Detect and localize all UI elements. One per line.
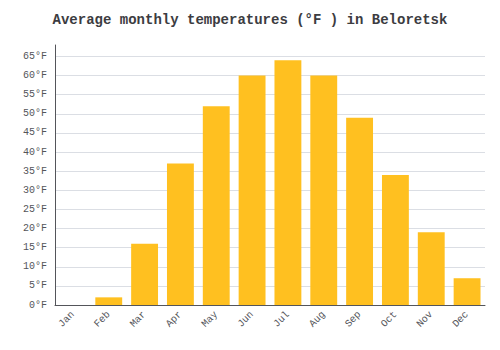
svg-text:Oct: Oct bbox=[379, 309, 399, 329]
svg-text:25°F: 25°F bbox=[23, 204, 47, 215]
svg-text:50°F: 50°F bbox=[23, 108, 47, 119]
svg-text:35°F: 35°F bbox=[23, 166, 47, 177]
svg-text:Average monthly temperatures (: Average monthly temperatures (°F ) in Be… bbox=[53, 12, 448, 28]
svg-text:Aug: Aug bbox=[307, 309, 327, 329]
svg-text:0°F: 0°F bbox=[29, 300, 47, 311]
svg-text:May: May bbox=[200, 309, 220, 329]
svg-text:Dec: Dec bbox=[450, 309, 470, 329]
svg-text:Mar: Mar bbox=[128, 309, 148, 329]
svg-text:60°F: 60°F bbox=[23, 70, 47, 81]
svg-text:40°F: 40°F bbox=[23, 147, 47, 158]
svg-text:Jun: Jun bbox=[235, 309, 255, 329]
svg-text:Feb: Feb bbox=[92, 309, 112, 329]
svg-text:65°F: 65°F bbox=[23, 51, 47, 62]
svg-text:Sep: Sep bbox=[343, 309, 363, 329]
svg-text:Nov: Nov bbox=[415, 309, 435, 329]
svg-text:Jul: Jul bbox=[271, 309, 291, 329]
svg-text:Apr: Apr bbox=[164, 309, 184, 329]
svg-text:15°F: 15°F bbox=[23, 242, 47, 253]
svg-text:55°F: 55°F bbox=[23, 89, 47, 100]
svg-text:10°F: 10°F bbox=[23, 261, 47, 272]
svg-text:Jan: Jan bbox=[56, 309, 76, 329]
svg-text:5°F: 5°F bbox=[29, 280, 47, 291]
svg-text:20°F: 20°F bbox=[23, 223, 47, 234]
svg-text:30°F: 30°F bbox=[23, 185, 47, 196]
svg-text:45°F: 45°F bbox=[23, 127, 47, 138]
